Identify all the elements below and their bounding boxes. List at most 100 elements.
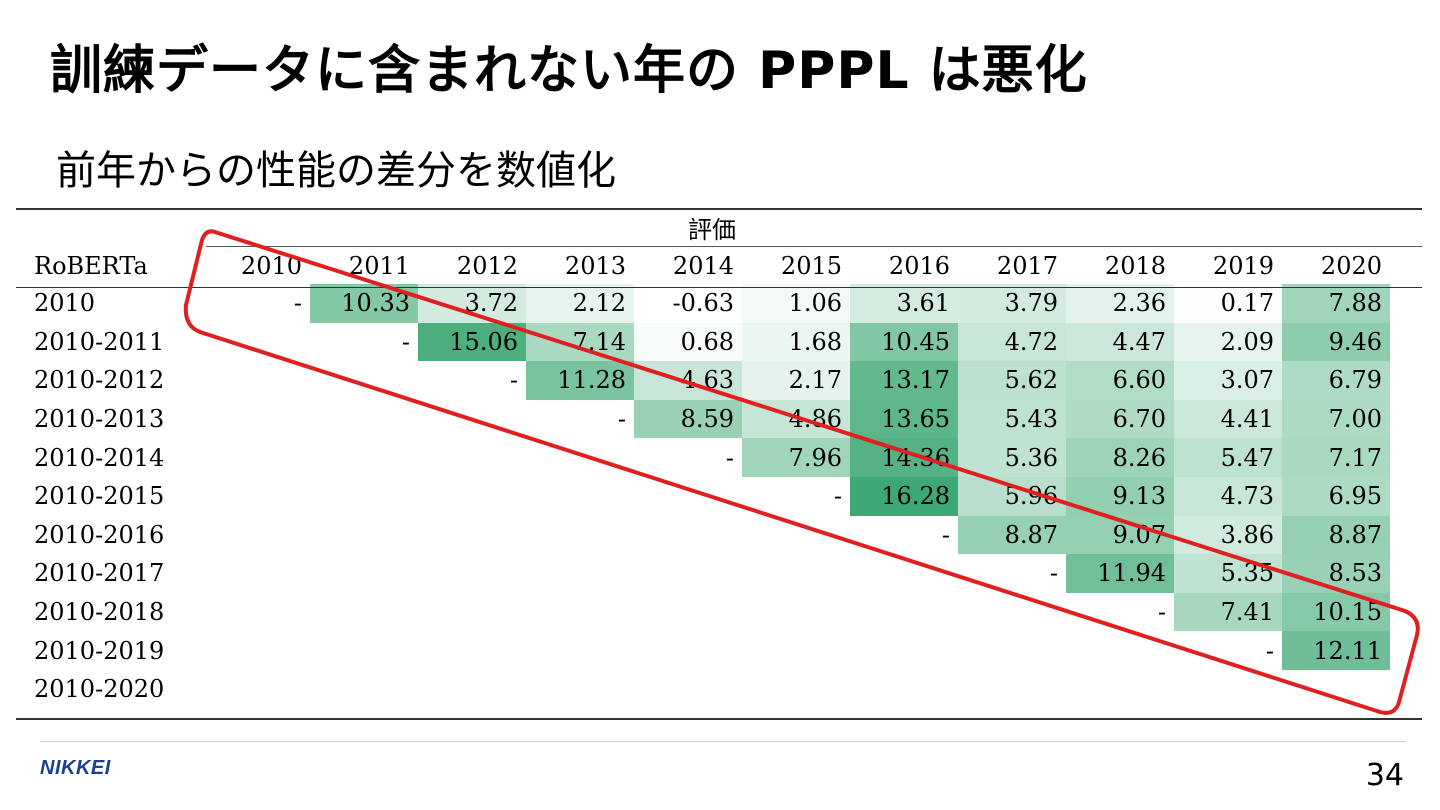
footer-divider xyxy=(40,741,1406,742)
slide-subtitle: 前年からの性能の差分を数値化 xyxy=(56,148,616,194)
table-cell xyxy=(310,670,418,709)
header-rule xyxy=(16,287,1422,288)
table-cell: 6.70 xyxy=(1066,399,1174,439)
table-cell: 14.36 xyxy=(850,438,958,477)
table-cell: 15.06 xyxy=(418,322,526,362)
table-row: 2010-2014 -7.96 14.36 5.36 8.26 5.47 7.17 xyxy=(16,438,1390,477)
column-header: 2011 xyxy=(348,252,410,280)
table-cell: 0.68 xyxy=(634,322,742,362)
column-header: 2013 xyxy=(564,252,626,280)
table-cell xyxy=(850,631,958,670)
table-cell xyxy=(742,631,850,670)
table-cell xyxy=(202,670,310,709)
table-cell: 5.62 xyxy=(958,361,1066,400)
table-cell: - xyxy=(725,443,734,472)
table-cell: - xyxy=(617,405,626,434)
table-cell xyxy=(1066,670,1174,709)
table-cell: 2.09 xyxy=(1174,322,1282,362)
table-row: 2010-2012 -11.28 4.63 2.17 13.17 5.62 6.60 3.07… xyxy=(16,361,1390,400)
table-cell: 2.12 xyxy=(526,284,634,323)
row-label: 2010-2011 xyxy=(34,327,165,356)
table-cell xyxy=(310,361,418,400)
table-bottom-rule xyxy=(16,718,1422,720)
table-cell: 3.79 xyxy=(958,284,1066,323)
table-cell: 7.17 xyxy=(1282,438,1390,477)
row-label: 2010 xyxy=(34,289,96,318)
table-cell: 7.00 xyxy=(1282,399,1390,439)
table-cell xyxy=(526,670,634,709)
table-cell: 6.60 xyxy=(1066,361,1174,400)
table-row: 2010-2013 -8.59 4.86 13.65 5.43 6.70 4.41 7.00 xyxy=(16,399,1390,439)
table-row: 2010-2018 -7.41 10.15 xyxy=(16,592,1390,632)
table-cell: -0.63 xyxy=(672,289,734,318)
table-cell xyxy=(202,593,310,632)
row-label: 2010-2018 xyxy=(34,598,165,627)
table-cell xyxy=(742,593,850,632)
table-cell: 5.47 xyxy=(1174,438,1282,477)
slide-title: 訓練データに含まれない年の PPPL は悪化 xyxy=(50,41,1088,101)
table-cell: 8.26 xyxy=(1066,438,1174,477)
table-cell: 13.65 xyxy=(850,399,958,439)
table-cell xyxy=(526,477,634,516)
table-cell xyxy=(310,516,418,555)
table-cell xyxy=(310,400,418,439)
table-cell xyxy=(526,438,634,477)
table-row: 2010-2019 -12.11 xyxy=(16,631,1390,670)
column-header: 2020 xyxy=(1320,252,1382,280)
table-cell: 4.73 xyxy=(1174,476,1282,516)
column-header: 2014 xyxy=(672,252,734,280)
table-cell xyxy=(850,554,958,593)
table-row: 2010-2017 -11.94 5.35 8.53 xyxy=(16,554,1390,593)
row-label: 2010-2019 xyxy=(34,636,165,665)
table-cell: 5.35 xyxy=(1174,554,1282,593)
table-row: 2010 -10.33 3.72 2.12 -0.63 1.06 3.61 3.79 2.36 0… xyxy=(16,284,1390,323)
table-cell: 3.72 xyxy=(418,284,526,323)
table-cell: 13.17 xyxy=(850,361,958,400)
table-cell: 6.95 xyxy=(1282,476,1390,516)
table-cell: 2.17 xyxy=(742,361,850,400)
table-cell xyxy=(202,323,310,362)
table-cell: 10.15 xyxy=(1282,592,1390,632)
row-header-label: RoBERTa xyxy=(34,252,148,280)
table-cell xyxy=(1066,631,1174,670)
table-cell: 5.96 xyxy=(958,476,1066,516)
pppl-diff-table: RoBERTa 2010 2011 2012 2013 2014 2015 20… xyxy=(16,248,1390,709)
table-cell xyxy=(742,516,850,555)
table-cell xyxy=(310,438,418,477)
table-cell xyxy=(418,554,526,593)
table-cell xyxy=(418,438,526,477)
table-cell: 0.17 xyxy=(1174,284,1282,323)
table-row: 2010-2016-8.87 9.07 3.86 8.87 xyxy=(16,515,1390,555)
table-cell xyxy=(202,438,310,477)
table-cell: 12.11 xyxy=(1282,631,1390,670)
table-cell: 7.88 xyxy=(1282,284,1390,323)
table-cell xyxy=(202,631,310,670)
table-cell: 16.28 xyxy=(850,476,958,516)
table-cell: 7.14 xyxy=(526,322,634,362)
table-cell xyxy=(850,593,958,632)
table-cell: - xyxy=(401,327,410,356)
table-cell xyxy=(634,631,742,670)
table-cell xyxy=(1282,670,1390,709)
page-number: 34 xyxy=(1365,758,1404,793)
table-body: 2010-10.33 3.72 2.12 -0.63 1.06 3.61 3.79 2.36 0… xyxy=(16,284,1390,709)
table-cell: - xyxy=(1049,559,1058,588)
table-cell xyxy=(310,593,418,632)
table-cell: 5.43 xyxy=(958,399,1066,439)
table-cell: - xyxy=(941,520,950,549)
table-cell xyxy=(526,631,634,670)
evaluation-group-header: 評価 xyxy=(688,216,736,244)
column-header: 2017 xyxy=(996,252,1058,280)
table-cell xyxy=(634,670,742,709)
table-cell xyxy=(202,516,310,555)
table-cell xyxy=(202,361,310,400)
table-cell xyxy=(310,554,418,593)
table-cell: 4.47 xyxy=(1066,322,1174,362)
column-header: 2010 xyxy=(240,252,302,280)
table-cell: 4.86 xyxy=(742,399,850,439)
table-cell xyxy=(526,554,634,593)
row-label: 2010-2012 xyxy=(34,366,165,395)
column-header: 2016 xyxy=(888,252,950,280)
table-row: 2010-2011 -15.06 7.14 0.68 1.68 10.45 4.72 4.47… xyxy=(16,322,1390,362)
group-header-underline xyxy=(206,246,1422,247)
